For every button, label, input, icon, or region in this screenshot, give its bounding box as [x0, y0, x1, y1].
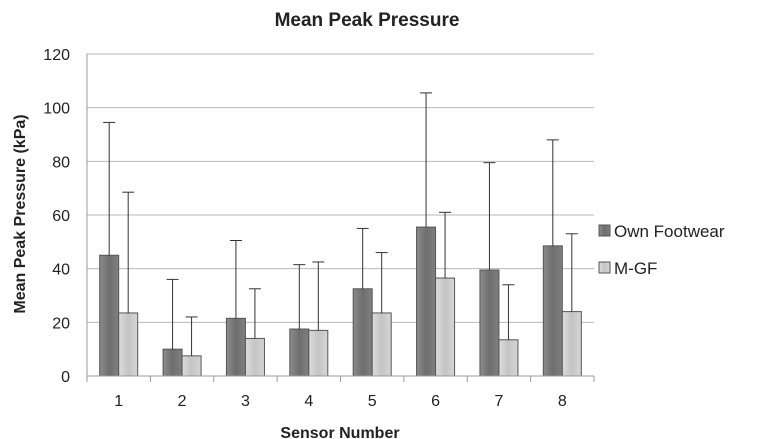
bar-own-footwear [225, 317, 246, 377]
bar-m-gf [181, 355, 202, 377]
x-tick-label: 1 [114, 393, 123, 410]
x-tick-label: 3 [241, 393, 250, 410]
legend-label: Own Footwear [614, 222, 725, 241]
bar-m-gf [561, 311, 582, 377]
x-tick-label: 2 [178, 393, 187, 410]
chart-title: Mean Peak Pressure [275, 10, 460, 31]
y-tick-label: 120 [43, 47, 70, 64]
bar-own-footwear [162, 348, 183, 377]
bar-own-footwear [416, 226, 437, 377]
gridlines [87, 53, 594, 323]
bar-own-footwear [542, 245, 563, 377]
bar-m-gf [244, 337, 265, 377]
bar-m-gf [308, 329, 329, 377]
x-axis-title: Sensor Number [280, 425, 399, 439]
y-tick-label: 100 [43, 101, 70, 118]
x-tick-label: 6 [431, 393, 440, 410]
bar-own-footwear [289, 328, 310, 377]
axes: 0 20 40 60 80 100 120 1 2 3 4 5 6 7 8 [43, 47, 595, 410]
bar-m-gf [118, 312, 139, 377]
y-tick-label: 80 [52, 154, 70, 171]
y-tick-label: 20 [52, 315, 70, 332]
bar-own-footwear [99, 254, 120, 377]
legend: Own Footwear M-GF [598, 222, 725, 278]
y-axis-title: Mean Peak Pressure (kPa) [12, 114, 29, 313]
legend-swatch [598, 224, 611, 237]
y-tick-label: 60 [52, 208, 70, 225]
x-tick-label: 4 [304, 393, 313, 410]
bar-own-footwear [352, 288, 373, 377]
bar-m-gf [498, 339, 519, 377]
legend-label: M-GF [614, 259, 657, 278]
y-tick-label: 0 [61, 369, 70, 386]
error-bars [103, 92, 578, 356]
bar-m-gf [371, 312, 392, 377]
bar-own-footwear [479, 269, 500, 377]
x-tick-label: 8 [558, 393, 567, 410]
bar-m-gf [435, 277, 456, 377]
y-tick-label: 40 [52, 262, 70, 279]
legend-swatch [598, 261, 611, 274]
bars [99, 226, 582, 377]
x-tick-label: 7 [494, 393, 503, 410]
x-tick-label: 5 [368, 393, 377, 410]
